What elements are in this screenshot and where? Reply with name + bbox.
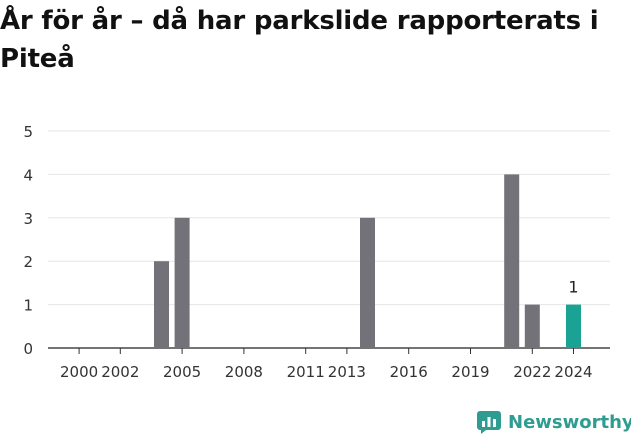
bar-2022 (524, 304, 540, 348)
chart-title: År för år – då har parkslide rapporterat… (0, 6, 599, 74)
x-tick-label: 2002 (101, 363, 139, 381)
x-tick-label: 2016 (390, 363, 428, 381)
data-label: 1 (568, 278, 578, 297)
newsworthy-logo-icon (477, 411, 501, 434)
y-tick-label: 2 (23, 253, 33, 271)
x-tick-label: 2013 (328, 363, 366, 381)
bar-2014 (360, 217, 375, 348)
y-tick-label: 0 (23, 340, 33, 358)
y-tick-label: 1 (23, 297, 33, 315)
y-tick-label: 4 (23, 166, 33, 184)
y-tick-label: 5 (23, 123, 33, 141)
bars (154, 174, 581, 348)
x-tick-label: 2011 (287, 363, 325, 381)
bar-2024 (566, 304, 581, 348)
brand-name: Newsworthy (508, 411, 631, 433)
y-tick-label: 3 (23, 210, 33, 228)
x-tick-label: 2008 (225, 363, 263, 381)
bar-2021 (504, 174, 520, 348)
x-tick-label: 2019 (451, 363, 489, 381)
y-axis: 0 1 2 3 4 5 (23, 123, 33, 358)
x-tick-label: 2022 (513, 363, 551, 381)
x-axis: 2000 2002 2005 2008 2011 2013 2016 2019 2022 2024 (60, 348, 593, 381)
x-tick-label: 2000 (60, 363, 98, 381)
x-tick-label: 2024 (554, 363, 592, 381)
newsworthy-brand[interactable]: Newsworthy (476, 406, 631, 438)
bar-2004 (154, 261, 169, 348)
x-tick-label: 2005 (163, 363, 201, 381)
data-labels: 1 (568, 278, 578, 297)
bar-2005 (174, 217, 190, 348)
